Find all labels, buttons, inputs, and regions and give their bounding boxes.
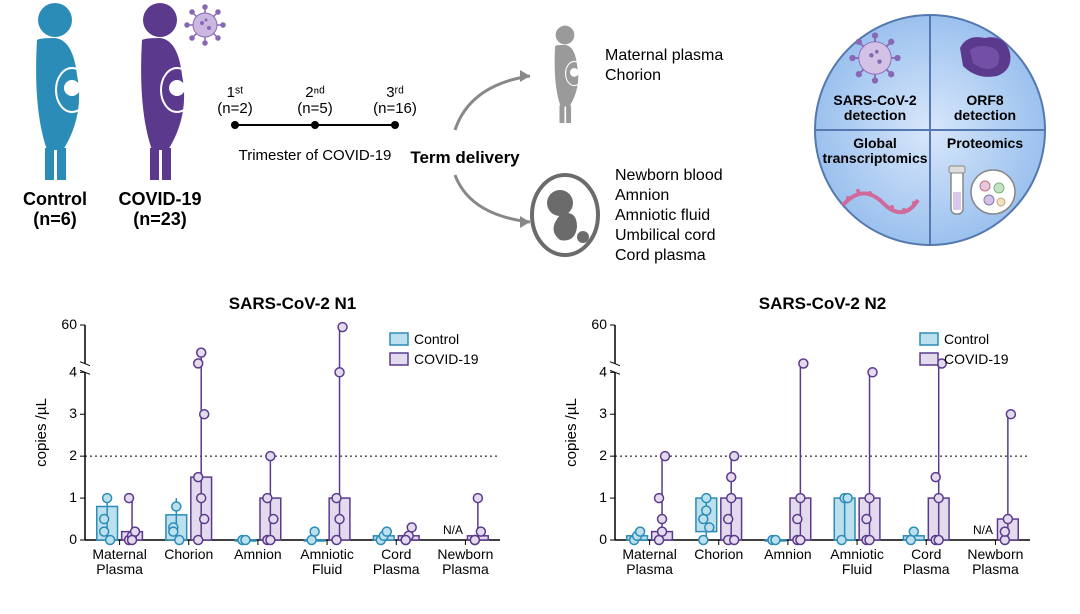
- svg-text:copies /µL: copies /µL: [33, 398, 50, 467]
- svg-text:Maternal: Maternal: [92, 546, 146, 562]
- control-figure: [36, 3, 88, 180]
- svg-text:Plasma: Plasma: [903, 561, 950, 577]
- analysis-quadrant: SARS-CoV-2detection ORF8detection Global…: [815, 15, 1045, 245]
- svg-text:COVID-19: COVID-19: [944, 351, 1009, 367]
- svg-text:Amniotic: Amniotic: [300, 546, 354, 562]
- svg-text:1: 1: [69, 489, 77, 505]
- svg-text:Cord: Cord: [381, 546, 411, 562]
- svg-text:(n=5): (n=5): [297, 100, 332, 117]
- svg-text:Plasma: Plasma: [373, 561, 420, 577]
- study-design-diagram: Control (n=6) COVID-19 (n=23) 1ˢᵗ(n=2) 2ⁿ…: [0, 0, 1080, 290]
- maternal-icon: [555, 26, 584, 123]
- svg-text:Chorion: Chorion: [605, 67, 661, 84]
- svg-text:SARS-CoV-2 N1: SARS-CoV-2 N1: [229, 294, 357, 313]
- svg-text:COVID-19: COVID-19: [414, 351, 479, 367]
- fetus-icon: [532, 175, 598, 255]
- svg-text:Plasma: Plasma: [972, 561, 1019, 577]
- svg-text:Amnion: Amnion: [764, 546, 811, 562]
- svg-text:1: 1: [599, 489, 607, 505]
- virus-icon: [185, 5, 225, 45]
- svg-text:Plasma: Plasma: [626, 561, 673, 577]
- svg-text:copies /µL: copies /µL: [563, 398, 580, 467]
- svg-text:Amniotic fluid: Amniotic fluid: [615, 207, 710, 224]
- svg-text:Umbilical cord: Umbilical cord: [615, 227, 715, 244]
- covid-figure: [141, 3, 193, 180]
- covid-label: COVID-19: [118, 189, 201, 209]
- svg-text:Plasma: Plasma: [96, 561, 143, 577]
- svg-text:2: 2: [69, 447, 77, 463]
- term-delivery: Term delivery: [410, 148, 520, 167]
- svg-text:N/A: N/A: [443, 523, 463, 537]
- timeline-label: Trimester of COVID-19: [239, 147, 392, 164]
- svg-text:Cord plasma: Cord plasma: [615, 247, 706, 264]
- quad-br: Proteomics: [947, 135, 1023, 151]
- svg-text:N/A: N/A: [973, 523, 993, 537]
- svg-text:Control: Control: [944, 331, 989, 347]
- svg-text:Maternal plasma: Maternal plasma: [605, 47, 723, 64]
- svg-text:(n=16): (n=16): [373, 100, 417, 117]
- svg-text:Fluid: Fluid: [842, 561, 872, 577]
- svg-text:3ʳᵈ: 3ʳᵈ: [386, 84, 404, 101]
- svg-text:60: 60: [61, 316, 77, 332]
- svg-text:1ˢᵗ: 1ˢᵗ: [227, 84, 244, 101]
- control-label: Control: [23, 189, 87, 209]
- svg-text:0: 0: [69, 531, 77, 547]
- svg-text:3: 3: [599, 405, 607, 421]
- covid-n: (n=23): [133, 209, 187, 229]
- svg-text:Newborn blood: Newborn blood: [615, 167, 723, 184]
- svg-text:2: 2: [599, 447, 607, 463]
- svg-text:4: 4: [69, 363, 77, 379]
- svg-text:3: 3: [69, 405, 77, 421]
- svg-text:Maternal: Maternal: [622, 546, 676, 562]
- svg-text:(n=2): (n=2): [217, 100, 252, 117]
- svg-text:Fluid: Fluid: [312, 561, 342, 577]
- trimester-timeline: 1ˢᵗ(n=2) 2ⁿᵈ(n=5) 3ʳᵈ(n=16) Trimester of C…: [217, 84, 417, 164]
- quad-tl: SARS-CoV-2detection: [833, 92, 916, 123]
- svg-text:Amniotic: Amniotic: [830, 546, 884, 562]
- svg-text:0: 0: [599, 531, 607, 547]
- svg-text:Control: Control: [414, 331, 459, 347]
- svg-text:Newborn: Newborn: [967, 546, 1023, 562]
- svg-text:Plasma: Plasma: [442, 561, 489, 577]
- svg-text:Amnion: Amnion: [234, 546, 281, 562]
- svg-text:Chorion: Chorion: [694, 546, 743, 562]
- svg-text:Newborn: Newborn: [437, 546, 493, 562]
- svg-text:SARS-CoV-2 N2: SARS-CoV-2 N2: [759, 294, 887, 313]
- svg-text:2ⁿᵈ: 2ⁿᵈ: [305, 84, 325, 101]
- svg-text:Chorion: Chorion: [164, 546, 213, 562]
- control-n: (n=6): [33, 209, 77, 229]
- svg-text:4: 4: [599, 363, 607, 379]
- svg-text:60: 60: [591, 316, 607, 332]
- svg-text:Amnion: Amnion: [615, 187, 669, 204]
- svg-text:Cord: Cord: [911, 546, 941, 562]
